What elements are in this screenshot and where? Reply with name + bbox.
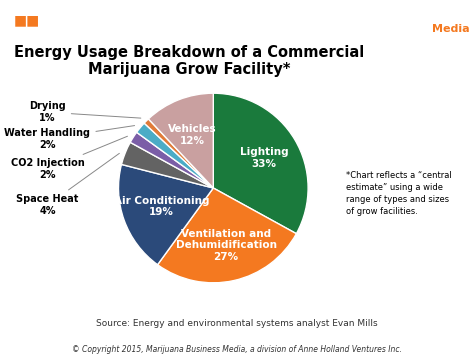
Text: Marijuana
Business: Marijuana Business: [407, 4, 469, 25]
Wedge shape: [130, 132, 213, 188]
Text: CO2 Injection
2%: CO2 Injection 2%: [10, 136, 128, 180]
Text: Ventilation and
Dehumidification
27%: Ventilation and Dehumidification 27%: [176, 229, 277, 262]
Wedge shape: [148, 93, 213, 188]
Text: Space Heat
4%: Space Heat 4%: [16, 154, 119, 216]
Text: *Chart reflects a “central
estimate” using a wide
range of types and sizes
of gr: *Chart reflects a “central estimate” usi…: [346, 171, 452, 216]
Wedge shape: [121, 142, 213, 188]
Wedge shape: [137, 123, 213, 188]
Text: Source: Energy and environmental systems analyst Evan Mills: Source: Energy and environmental systems…: [96, 318, 378, 328]
Text: ■■: ■■: [14, 14, 40, 27]
Wedge shape: [213, 93, 308, 234]
Wedge shape: [144, 119, 213, 188]
Text: Lighting
33%: Lighting 33%: [239, 147, 288, 169]
Text: Vehicles
12%: Vehicles 12%: [168, 124, 217, 146]
Wedge shape: [157, 188, 296, 283]
Text: Chart of the Week: Chart of the Week: [47, 11, 218, 30]
Text: Media: Media: [432, 24, 469, 34]
Text: © Copyright 2015, Marijuana Business Media, a division of Anne Holland Ventures : © Copyright 2015, Marijuana Business Med…: [72, 345, 402, 355]
Text: Air Conditioning
19%: Air Conditioning 19%: [114, 196, 210, 217]
Text: Energy Usage Breakdown of a Commercial
Marijuana Grow Facility*: Energy Usage Breakdown of a Commercial M…: [15, 45, 365, 77]
Text: Water Handling
2%: Water Handling 2%: [4, 126, 135, 150]
Wedge shape: [118, 165, 213, 265]
Text: Drying
1%: Drying 1%: [29, 101, 141, 123]
